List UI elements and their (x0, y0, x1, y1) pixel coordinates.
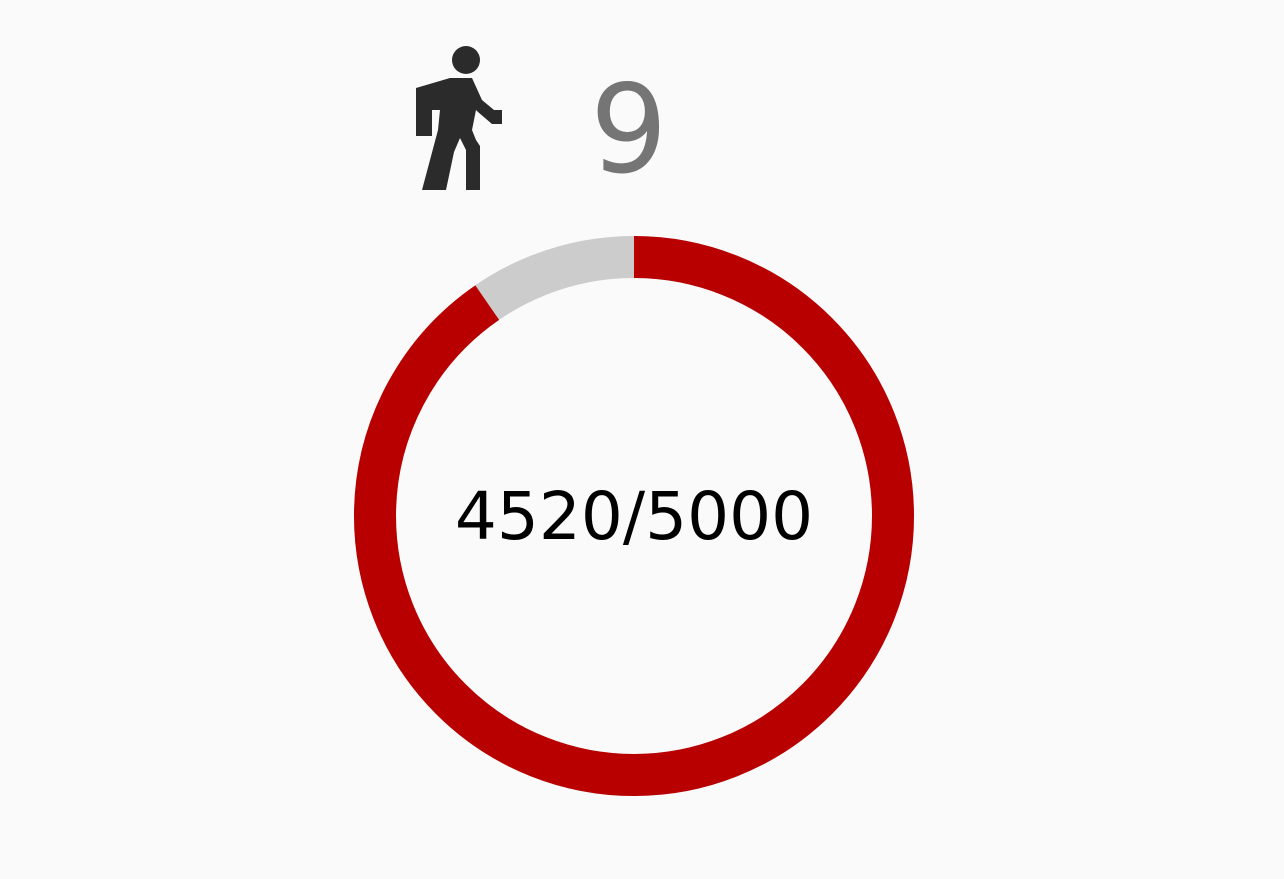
walking-person-icon (416, 46, 502, 190)
progress-ring-fill (354, 236, 914, 796)
step-header: 9 (0, 0, 1284, 230)
level-number: 9 (590, 59, 668, 201)
step-progress-ring: 4520/5000 (354, 236, 914, 796)
progress-label: 4520/5000 (454, 477, 814, 555)
progress-ring-svg (354, 236, 914, 796)
